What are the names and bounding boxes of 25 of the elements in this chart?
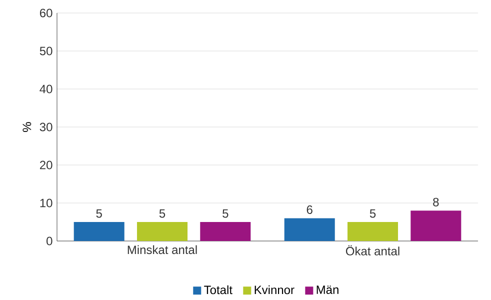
y-axis-title: % [22, 122, 32, 132]
legend-label: Kvinnor [254, 285, 294, 294]
x-tick-label: Ökat antal [346, 245, 400, 256]
x-tick-label: Minskat antal [128, 245, 197, 254]
bar [410, 210, 462, 241]
legend-label: Män [316, 286, 338, 294]
data-label: 5 [96, 209, 102, 218]
bar [284, 218, 335, 241]
y-tick-label: 60 [40, 8, 52, 18]
data-label: 6 [306, 205, 312, 214]
y-tick-label: 50 [40, 46, 52, 56]
y-tick-label: 0 [46, 236, 52, 246]
bar [347, 222, 398, 241]
bar [200, 222, 251, 241]
legend-label: Totalt [204, 285, 232, 294]
y-tick-label: 20 [40, 160, 52, 170]
y-tick-label: 40 [40, 84, 52, 94]
data-label: 5 [222, 209, 228, 218]
data-label: 5 [370, 209, 376, 218]
bar [74, 222, 124, 241]
data-label: 5 [159, 209, 166, 218]
data-label: 8 [433, 198, 439, 206]
y-tick-label: 30 [40, 122, 52, 132]
y-tick-label: 10 [40, 198, 52, 208]
bar [136, 222, 188, 241]
